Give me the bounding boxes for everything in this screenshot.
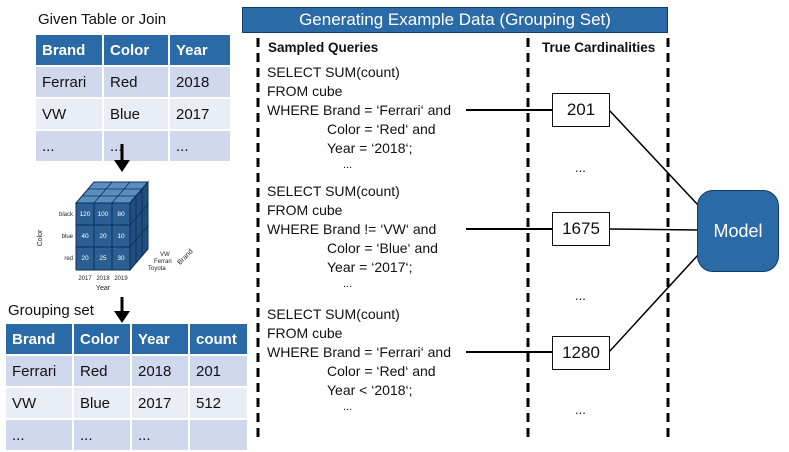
table-cell: ... (170, 131, 230, 161)
table-cell: Red (104, 67, 168, 97)
cardinality-ellipsis: ... (575, 402, 586, 417)
cube-cell-value: 20 (81, 255, 89, 262)
cube-color-tick: blue (62, 234, 74, 240)
column-header: Brand (36, 35, 102, 65)
table-row: Ferrari Red 2018 201 (6, 356, 247, 386)
table-cell: VW (6, 388, 72, 418)
down-arrow-icon (114, 144, 130, 172)
cube-year-tick: 2018 (96, 276, 110, 282)
table-row: VW Blue 2017 (36, 99, 230, 129)
query-block: SELECT SUM(count) FROM cube WHERE Brand … (267, 305, 451, 415)
cube-front-face (75, 202, 131, 271)
table-cell: Ferrari (36, 67, 102, 97)
data-cube: 120 100 80 40 20 10 20 25 30 black blue … (37, 180, 195, 292)
cardinality-box: 1280 (552, 336, 610, 370)
query-line: Color = ‘Red‘ and (327, 363, 436, 379)
column-header: Color (74, 324, 130, 354)
table-cell: 2018 (170, 67, 230, 97)
column-header: Color (104, 35, 168, 65)
cube-year-tick: 2019 (114, 276, 128, 282)
model-box: Model (697, 190, 779, 272)
section-banner: Generating Example Data (Grouping Set) (242, 7, 668, 33)
table-cell: 201 (190, 356, 247, 386)
column-header: Year (170, 35, 230, 65)
cardinality-box: 201 (552, 93, 610, 127)
cube-cell-value: 30 (117, 255, 125, 262)
query-line: SELECT SUM(count) (267, 64, 400, 80)
query-block: SELECT SUM(count) FROM cube WHERE Brand … (267, 63, 451, 173)
query-line: Color = ‘Red‘ and (327, 121, 436, 137)
cube-x-axis-label: Year (96, 285, 111, 292)
query-line: SELECT SUM(count) (267, 306, 400, 322)
cube-cell-value: 100 (98, 211, 109, 218)
query-line: Color = ‘Blue‘ and (327, 240, 438, 256)
table-row: VW Blue 2017 512 (6, 388, 247, 418)
given-table: Brand Color Year Ferrari Red 2018 VW Blu… (34, 33, 232, 163)
query-line: WHERE Brand = ‘Ferrari‘ and (267, 102, 452, 118)
cardinality-ellipsis: ... (575, 288, 586, 303)
query-ellipsis: ... (343, 401, 353, 413)
query-line: WHERE Brand != ‘VW‘ and (267, 221, 437, 237)
query-line: Year = ‘2017‘; (327, 259, 413, 275)
query-line: FROM cube (267, 325, 343, 341)
cube-cell-value: 10 (117, 233, 125, 240)
grouping-set-table: Brand Color Year count Ferrari Red 2018 … (4, 322, 249, 452)
table-header-row: Brand Color Year (36, 35, 230, 65)
cube-year-tick: 2017 (78, 276, 92, 282)
query-ellipsis: ... (343, 159, 353, 171)
cardinality-box: 1675 (552, 212, 610, 246)
table-cell: ... (104, 131, 168, 161)
column-dividers (256, 38, 670, 442)
cube-brand-tick: Toyota (148, 266, 166, 272)
query-line: Year = ‘2018‘; (327, 140, 413, 156)
cube-y-axis-label: Color (37, 229, 44, 246)
query-block: SELECT SUM(count) FROM cube WHERE Brand … (267, 182, 438, 292)
table-cell: Blue (104, 99, 168, 129)
cube-cell-value: 25 (99, 255, 107, 262)
cube-cell-value: 40 (81, 233, 89, 240)
table-cell: 512 (190, 388, 247, 418)
table-cell: Ferrari (6, 356, 72, 386)
table-cell: 2018 (132, 356, 188, 386)
cube-color-tick: black (59, 212, 74, 218)
column-header: count (190, 324, 247, 354)
cube-cell-value: 120 (80, 211, 91, 218)
query-ellipsis: ... (343, 278, 353, 290)
table-row: ... ... ... (36, 131, 230, 161)
query-line: FROM cube (267, 83, 343, 99)
table-cell: Blue (74, 388, 130, 418)
cube-brand-tick: Ferrari (154, 259, 172, 265)
table-cell: 2017 (132, 388, 188, 418)
sampled-queries-header: Sampled Queries (268, 40, 379, 55)
cube-cell-value: 80 (117, 211, 125, 218)
table-cell: Red (74, 356, 130, 386)
table-cell: 2017 (170, 99, 230, 129)
table-cell: ... (36, 131, 102, 161)
cardinality-ellipsis: ... (575, 160, 586, 175)
down-arrow-icon (114, 297, 130, 323)
table-header-row: Brand Color Year count (6, 324, 247, 354)
column-header: Brand (6, 324, 72, 354)
query-line: FROM cube (267, 202, 343, 218)
table-row: Ferrari Red 2018 (36, 67, 230, 97)
cube-brand-tick: VW (160, 252, 170, 258)
query-line: SELECT SUM(count) (267, 183, 400, 199)
column-header: Year (132, 324, 188, 354)
given-table-caption: Given Table or Join (38, 11, 167, 28)
grouping-set-caption: Grouping set (8, 302, 94, 319)
query-line: WHERE Brand = ‘Ferrari‘ and (267, 344, 452, 360)
cube-color-tick: red (64, 256, 73, 262)
true-cardinalities-header: True Cardinalities (542, 40, 656, 55)
cube-cell-value: 20 (99, 233, 107, 240)
query-line: Year < ‘2018‘; (327, 382, 413, 398)
table-cell: VW (36, 99, 102, 129)
